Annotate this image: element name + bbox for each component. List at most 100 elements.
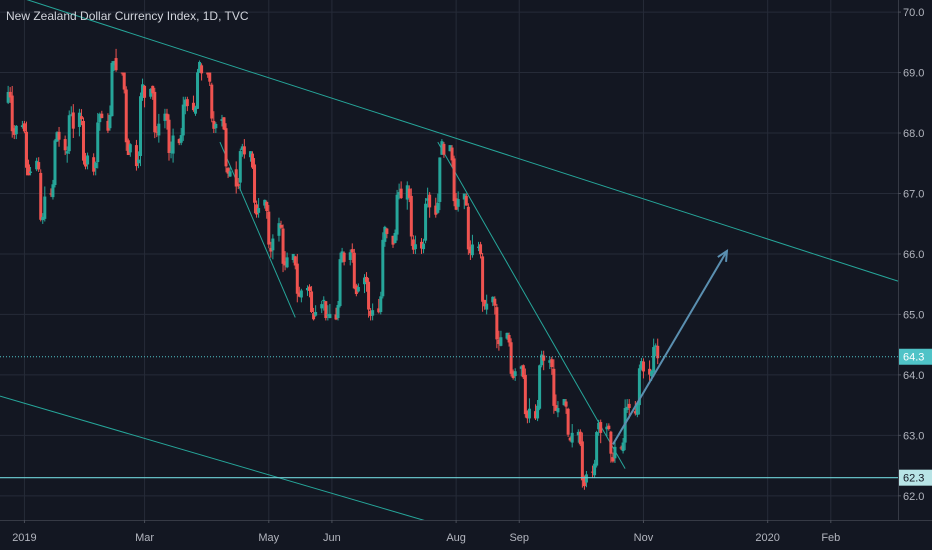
x-tick-label: Jun [323, 532, 341, 544]
candle-body [240, 146, 244, 150]
candle-body [143, 85, 147, 98]
candle-body [597, 422, 601, 430]
candle-body [153, 91, 157, 133]
candle-body [479, 244, 483, 255]
candle-body [584, 474, 588, 483]
candle-body [536, 405, 540, 419]
candle-body [635, 403, 639, 415]
candle-body [308, 286, 312, 291]
candle-body [424, 203, 428, 241]
candle-body [637, 368, 641, 406]
candle-body [8, 91, 12, 98]
candle-body [426, 198, 430, 201]
candle-body [255, 204, 259, 215]
candle-body [468, 246, 472, 254]
candle-body [556, 408, 560, 413]
candle-body [214, 123, 218, 129]
trendline [437, 141, 626, 469]
candle-body [181, 104, 185, 136]
candle-body [165, 113, 169, 121]
candle-body [79, 116, 83, 120]
candle-body [134, 145, 138, 167]
candle-body [206, 72, 210, 75]
candle-body [293, 256, 297, 266]
last-price-badge-bg [899, 348, 932, 365]
candle-body [462, 193, 466, 200]
candle-body [198, 61, 202, 73]
x-tick-label: May [258, 532, 279, 544]
candle-body [236, 183, 240, 187]
support-badge-bg [899, 469, 932, 486]
candle-body [86, 155, 90, 165]
x-tick-label: Nov [634, 532, 654, 544]
candle-body [112, 61, 116, 66]
candle-body [263, 199, 267, 206]
candle-body [299, 290, 303, 298]
candle-body [538, 365, 542, 409]
x-tick-label: Mar [135, 532, 154, 544]
candle-body [53, 140, 57, 186]
candle-body [641, 361, 645, 372]
candle-body [277, 223, 281, 236]
candlesticks [6, 48, 660, 490]
candle-body [310, 291, 314, 313]
candle-body [354, 285, 358, 295]
candle-body [497, 339, 501, 345]
candle-body [452, 158, 456, 202]
candle-body [350, 249, 354, 253]
candle-body [656, 345, 660, 359]
candle-body [279, 224, 283, 228]
x-tick-label: 2020 [755, 532, 779, 544]
candle-body [314, 311, 318, 316]
candle-body [362, 277, 366, 285]
candle-body [139, 96, 143, 156]
candle-body [208, 72, 212, 82]
candle-body [654, 345, 658, 348]
candle-body [6, 91, 10, 103]
candle-body [169, 151, 173, 153]
candle-body [613, 446, 617, 459]
candle-body [436, 202, 440, 213]
candle-body [450, 147, 454, 161]
candle-body [167, 119, 171, 153]
candle-body [570, 432, 574, 443]
candle-body [356, 286, 360, 292]
candle-body [35, 160, 39, 170]
candle-body [222, 117, 226, 130]
projection-arrowhead [717, 248, 729, 262]
x-tick-label: Sep [509, 532, 529, 544]
candle-body [92, 157, 96, 172]
candle-body [562, 399, 566, 406]
candle-body [81, 120, 85, 161]
candle-body [633, 411, 637, 414]
candle-body [285, 257, 289, 268]
candle-body [122, 72, 126, 90]
candle-body [84, 157, 88, 167]
candle-body [267, 211, 271, 245]
candle-body [342, 252, 346, 262]
candle-body [383, 226, 387, 242]
candle-body [338, 259, 342, 306]
candle-body [523, 374, 527, 415]
candle-body [397, 192, 401, 195]
candle-body [220, 119, 224, 121]
candle-body [399, 188, 403, 199]
candle-body [611, 457, 615, 462]
candle-body [14, 125, 18, 135]
candle-body [71, 112, 75, 129]
candle-body [420, 241, 424, 249]
candle-body [210, 84, 214, 119]
candle-body [20, 125, 24, 127]
candle-body [582, 477, 586, 487]
candle-body [326, 314, 330, 316]
candle-body [540, 354, 544, 366]
candle-body [591, 471, 595, 473]
x-tick-label: Aug [446, 532, 466, 544]
candle-body [257, 208, 261, 213]
candle-body [67, 115, 71, 152]
candle-body [499, 337, 503, 346]
candle-body [411, 239, 415, 250]
candle-body [51, 184, 55, 198]
candle-body [27, 164, 31, 176]
